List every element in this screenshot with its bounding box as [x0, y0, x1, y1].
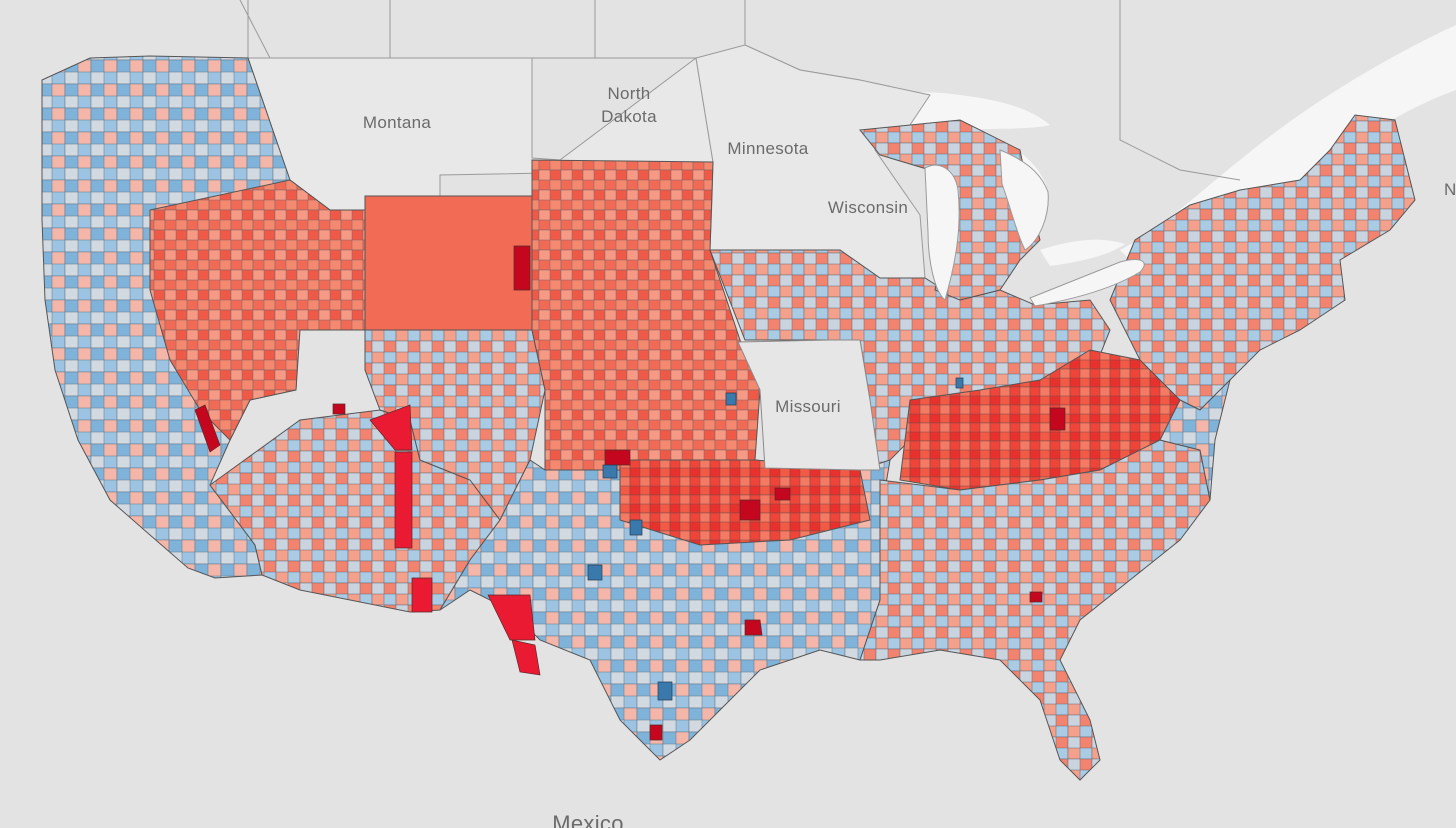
- dark-blue-counties: [587, 377, 964, 701]
- dark-red-counties: [194, 245, 1066, 741]
- counties-wyoming-region: [364, 195, 533, 331]
- counties-southeast: [859, 439, 1211, 781]
- state-label-missouri: Missouri: [775, 397, 841, 416]
- state-label-montana: Montana: [362, 113, 432, 132]
- state-label-minnesota: Minnesota: [727, 139, 809, 158]
- state-label-north-dakota: North Dakota: [601, 84, 657, 126]
- country-label-mexico: Mexico: [552, 811, 624, 828]
- counties-mid-atlantic: [1159, 378, 1231, 501]
- state-label-wisconsin: Wisconsin: [827, 198, 909, 217]
- lakes-overlay: [924, 149, 1145, 307]
- counties-great-basin: [149, 179, 366, 441]
- edge-label: N: [1444, 180, 1456, 199]
- missouri-no-data: [737, 339, 881, 471]
